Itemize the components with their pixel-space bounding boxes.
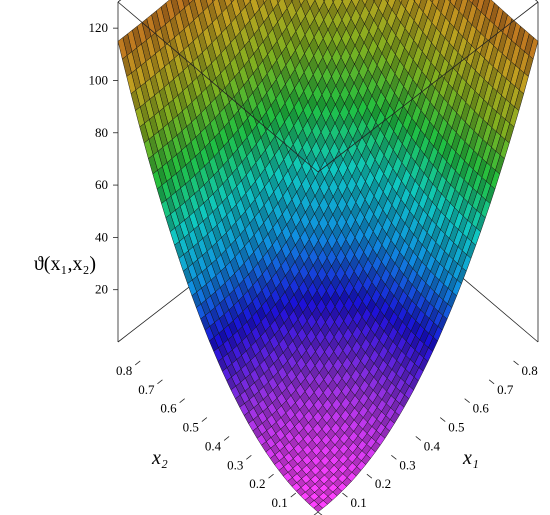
x2-tick-label: 0.6 [160, 401, 177, 416]
x2-tick-label: 0.1 [272, 495, 288, 510]
bounding-box-front [117, 0, 539, 342]
x1-tick-mark [439, 417, 446, 422]
x2-tick-mark [223, 436, 230, 441]
x2-tick-mark [268, 473, 274, 479]
x1-tick-mark [317, 511, 323, 515]
x1-tick-label: 0.8 [522, 363, 538, 378]
x1-axis-label: x₁ [462, 447, 479, 469]
x2-tick-label: 0.2 [249, 476, 265, 491]
x2-tick-label: 0.3 [227, 457, 243, 472]
z-axis-ticks: 20 40 60 80 100 120 [89, 20, 118, 297]
x2-tick-mark [157, 379, 163, 385]
x1-tick-mark [415, 436, 422, 441]
x1-tick-label: 0.5 [448, 420, 464, 435]
z-axis-label: ϑ(x₁,x₂) [34, 253, 96, 275]
x1-tick-label: 0.6 [473, 401, 490, 416]
x2-tick-mark [179, 398, 185, 403]
z-tick-label: 100 [89, 72, 109, 87]
z-tick-label: 60 [95, 177, 108, 192]
x1-tick-mark [342, 492, 348, 498]
surface-mesh [117, 0, 539, 513]
x1-tick-label: 0.4 [424, 438, 441, 453]
x2-tick-label: 0.7 [138, 382, 155, 397]
surface-cell [385, 0, 390, 4]
z-tick-label: 20 [95, 282, 108, 297]
x2-axis-ticks: 00.10.20.30.40.50.60.70.8 [116, 360, 319, 515]
x2-tick-mark [201, 417, 208, 422]
x1-tick-mark [366, 473, 373, 479]
surface-cell [331, 0, 335, 3]
z-tick-label: 120 [89, 20, 109, 35]
surface-cell [313, 504, 324, 513]
z-tick-label: 40 [95, 229, 108, 244]
x1-tick-label: 0.7 [497, 382, 514, 397]
x2-tick-label: 0.8 [116, 363, 132, 378]
x1-axis-ticks: 00.10.20.30.40.50.60.70.8 [317, 360, 538, 515]
box-edge [317, 1, 539, 173]
x2-tick-mark [313, 511, 319, 515]
x1-tick-mark [488, 379, 495, 385]
x2-axis-label: x₂ [151, 447, 168, 469]
x1-tick-label: 0.2 [375, 476, 391, 491]
box-edge [117, 1, 319, 173]
x1-tick-label: 0.3 [399, 457, 415, 472]
x2-tick-mark [246, 455, 252, 460]
x1-tick-mark [464, 398, 470, 403]
x2-tick-label: 0.4 [205, 438, 222, 453]
x2-tick-mark [290, 492, 297, 498]
x2-tick-mark [134, 360, 141, 366]
x1-tick-mark [391, 455, 397, 460]
x1-tick-mark [513, 360, 519, 366]
z-tick-label: 80 [95, 125, 108, 140]
x1-tick-label: 0.1 [350, 495, 366, 510]
x2-tick-label: 0.5 [183, 420, 199, 435]
